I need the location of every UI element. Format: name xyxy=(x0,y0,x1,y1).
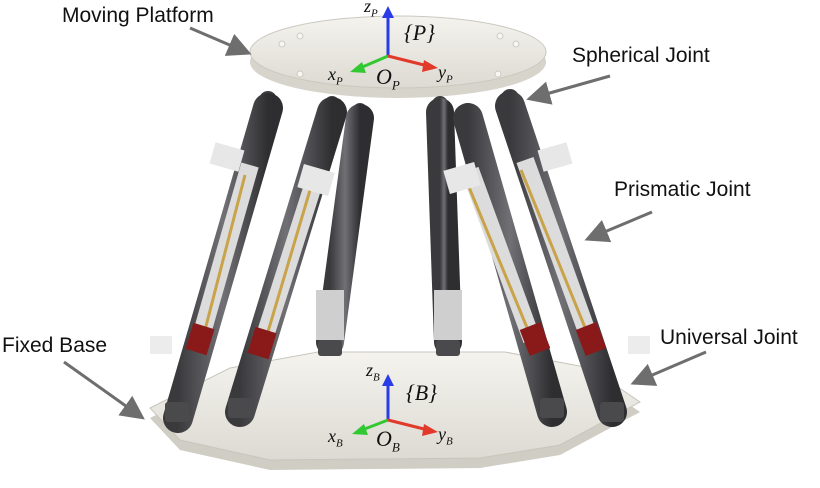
platform-frame-name: {P} xyxy=(404,20,436,45)
actuator-leg-6 xyxy=(495,91,650,427)
base-z-symbol: zB xyxy=(366,360,380,384)
base-origin-symbol: OB xyxy=(376,426,400,455)
prismatic-joint-pointer xyxy=(584,210,653,243)
universal-joint-pointer xyxy=(630,350,707,386)
platform-origin-symbol: OP xyxy=(376,64,400,93)
moving-platform-plate xyxy=(249,15,547,98)
platform-y-axis xyxy=(387,54,429,68)
base-x-axis xyxy=(361,418,389,432)
moving-platform-pointer xyxy=(189,26,252,56)
prismatic-joint-label: Prismatic Joint xyxy=(614,178,751,201)
actuator-leg-5 xyxy=(443,103,567,427)
universal-joint-label: Universal Joint xyxy=(660,326,798,349)
platform-x-axis xyxy=(359,54,389,70)
platform-x-symbol: xP xyxy=(328,64,343,88)
callout-arrows xyxy=(63,26,707,420)
platform-y-symbol: yP xyxy=(438,62,453,86)
actuator-leg-4 xyxy=(426,98,462,356)
spherical-joint-pointer xyxy=(526,74,611,105)
platform-frame-axes xyxy=(350,6,438,73)
base-y-axis xyxy=(387,418,429,432)
actuator-leg-2 xyxy=(225,97,347,427)
spherical-joint-label: Spherical Joint xyxy=(572,44,710,67)
fixed-base-label: Fixed Base xyxy=(2,334,108,357)
fixed-base-pointer xyxy=(63,360,145,420)
platform-z-symbol: zP xyxy=(364,0,378,20)
actuator-leg-3 xyxy=(316,104,374,356)
actuator-leg-1 xyxy=(150,93,283,433)
base-y-symbol: yB xyxy=(438,424,453,448)
base-frame-axes xyxy=(352,374,438,436)
fixed-base-plate xyxy=(149,351,641,470)
base-frame-name: {B} xyxy=(406,380,438,405)
universal-joints xyxy=(165,340,624,422)
base-x-symbol: xB xyxy=(328,426,343,450)
moving-platform-label: Moving Platform xyxy=(62,4,214,27)
